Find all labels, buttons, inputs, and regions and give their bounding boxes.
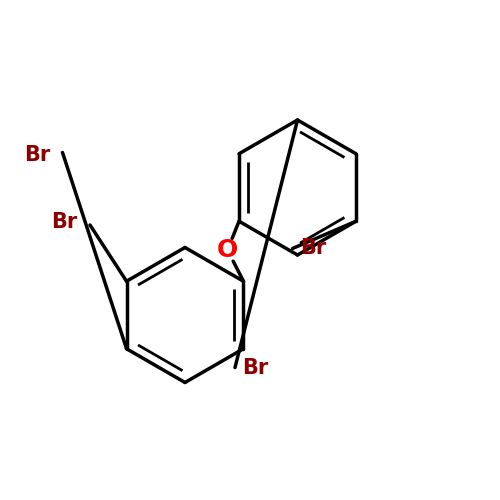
Text: Br: Br: [300, 238, 326, 258]
Text: Br: Br: [24, 145, 50, 165]
Text: Br: Br: [242, 358, 269, 378]
Text: O: O: [217, 238, 238, 262]
Text: Br: Br: [52, 212, 78, 233]
